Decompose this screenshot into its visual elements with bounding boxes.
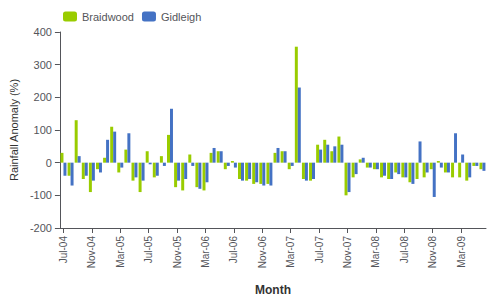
svg-text:Jul-05: Jul-05	[143, 236, 154, 264]
svg-text:Month: Month	[255, 283, 291, 297]
svg-text:Jul-04: Jul-04	[58, 236, 69, 264]
svg-text:Jul-06: Jul-06	[228, 236, 239, 264]
svg-text:Nov-06: Nov-06	[257, 236, 268, 269]
svg-text:Nov-05: Nov-05	[172, 236, 183, 269]
svg-text:Nov-04: Nov-04	[86, 236, 97, 269]
svg-text:Braidwood: Braidwood	[82, 11, 134, 23]
svg-text:-200: -200	[30, 222, 52, 234]
svg-text:200: 200	[34, 91, 52, 103]
svg-text:Rainfall Anomaly (%): Rainfall Anomaly (%)	[8, 79, 20, 181]
svg-text:400: 400	[34, 26, 52, 38]
svg-text:Mar-05: Mar-05	[115, 236, 126, 268]
svg-text:100: 100	[34, 124, 52, 136]
svg-text:Mar-07: Mar-07	[285, 236, 296, 268]
svg-text:Gidleigh: Gidleigh	[161, 11, 201, 23]
svg-text:300: 300	[34, 59, 52, 71]
svg-text:Mar-06: Mar-06	[200, 236, 211, 268]
svg-text:Nov-07: Nov-07	[342, 236, 353, 269]
svg-text:-100: -100	[30, 189, 52, 201]
svg-text:Jul-07: Jul-07	[314, 236, 325, 264]
svg-text:Mar-08: Mar-08	[370, 236, 381, 268]
svg-text:0: 0	[46, 157, 52, 169]
svg-text:Mar-09: Mar-09	[456, 236, 467, 268]
svg-text:Jul-08: Jul-08	[399, 236, 410, 264]
svg-text:Nov-08: Nov-08	[427, 236, 438, 269]
